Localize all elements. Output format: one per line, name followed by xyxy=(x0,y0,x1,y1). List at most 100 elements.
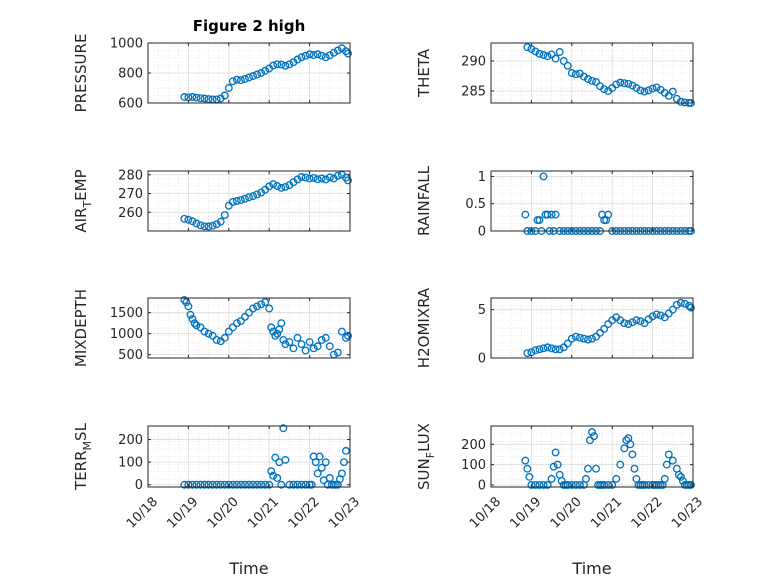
data-point xyxy=(236,317,245,326)
data-point xyxy=(632,84,641,92)
subplot-5: 500 1000 1500 MIXDEPTH xyxy=(72,289,352,367)
data-point xyxy=(567,69,576,77)
x-tick-label: 10/21 xyxy=(588,494,625,531)
data-point xyxy=(321,175,330,184)
data-point xyxy=(220,211,229,220)
data-point xyxy=(525,472,534,481)
data-point xyxy=(325,342,334,351)
minor-grid xyxy=(491,171,693,231)
data-point xyxy=(551,345,560,354)
data-point xyxy=(212,480,221,489)
data-point xyxy=(325,474,334,482)
y-tick-label: 100 xyxy=(461,458,486,473)
series-markers xyxy=(180,296,352,359)
minor-grid xyxy=(148,426,350,487)
subplot-4: 0 0.5 1 RAINFALL xyxy=(415,165,695,240)
data-point xyxy=(632,316,641,325)
data-point xyxy=(571,481,580,489)
data-point xyxy=(535,481,544,489)
data-point xyxy=(612,474,621,483)
data-point xyxy=(315,452,324,461)
y-axis-label: AIRTEMP xyxy=(72,169,94,232)
subplot-6: 0 5 H2OMIXRA xyxy=(415,287,695,368)
y-tick-label: 200 xyxy=(118,433,143,448)
data-point xyxy=(196,221,205,230)
data-point xyxy=(208,331,217,340)
data-point xyxy=(313,469,322,478)
data-point xyxy=(224,327,233,336)
data-point xyxy=(305,338,314,347)
data-point xyxy=(180,214,189,223)
data-point xyxy=(620,319,629,328)
data-point xyxy=(249,192,257,201)
data-point xyxy=(228,197,237,206)
data-point xyxy=(676,298,685,307)
data-point xyxy=(236,76,245,85)
data-point xyxy=(293,55,302,64)
data-point xyxy=(630,464,639,473)
data-point xyxy=(588,428,596,437)
data-point xyxy=(604,481,613,489)
data-point xyxy=(547,474,556,483)
data-point xyxy=(249,72,257,80)
y-tick-label: 270 xyxy=(118,187,143,202)
data-point xyxy=(644,86,653,95)
data-point xyxy=(273,329,282,338)
data-point xyxy=(257,480,266,489)
data-point xyxy=(321,53,330,62)
data-point xyxy=(648,84,657,93)
y-axis-label: PRESSURE xyxy=(72,34,90,113)
data-point xyxy=(559,57,568,65)
data-point xyxy=(297,173,306,181)
data-point xyxy=(620,444,629,453)
data-point xyxy=(293,175,302,184)
data-point xyxy=(551,54,560,63)
x-tick-label: 10/18 xyxy=(467,494,504,531)
data-point xyxy=(342,333,350,342)
data-point xyxy=(579,334,588,343)
series-markers xyxy=(523,43,695,107)
series-markers xyxy=(180,424,350,489)
data-point xyxy=(592,78,600,86)
axes-frame xyxy=(147,425,351,488)
data-point xyxy=(261,66,270,75)
data-point xyxy=(220,333,229,342)
data-point xyxy=(317,174,326,183)
data-point xyxy=(190,319,199,328)
data-point xyxy=(325,51,334,60)
data-point xyxy=(600,325,609,333)
data-point xyxy=(285,338,294,347)
data-point xyxy=(216,480,225,489)
major-grid xyxy=(491,43,693,103)
subplot-7: 0 100 200 10/18 10/19 10/20 10/21 10/22 10/23 Tim… xyxy=(72,422,363,578)
data-point xyxy=(241,194,249,203)
data-point xyxy=(317,336,326,344)
x-tick-label: 10/18 xyxy=(124,494,161,531)
axes-frame xyxy=(490,425,694,488)
data-point xyxy=(555,48,564,56)
data-point xyxy=(344,176,352,185)
data-point xyxy=(224,84,233,92)
data-point xyxy=(321,458,330,467)
data-point xyxy=(249,304,257,313)
data-point xyxy=(200,480,209,489)
data-point xyxy=(668,456,677,465)
y-tick-label: 280 xyxy=(118,168,143,183)
y-axis-label: SUNFLUX xyxy=(415,423,437,490)
data-point xyxy=(305,50,314,59)
data-point xyxy=(553,460,562,469)
data-point xyxy=(232,197,241,205)
subplot-1: 600 800 1000 PRESSURE Figure 2 high xyxy=(72,17,352,113)
data-point xyxy=(531,481,540,489)
data-point xyxy=(182,298,191,307)
data-point xyxy=(543,343,552,352)
data-point xyxy=(196,480,205,489)
data-point xyxy=(543,210,552,219)
data-point xyxy=(204,222,213,231)
data-point xyxy=(624,79,633,88)
data-point xyxy=(531,346,540,355)
data-point xyxy=(616,460,625,469)
y-tick-label: 285 xyxy=(461,85,486,100)
data-point xyxy=(261,298,270,307)
